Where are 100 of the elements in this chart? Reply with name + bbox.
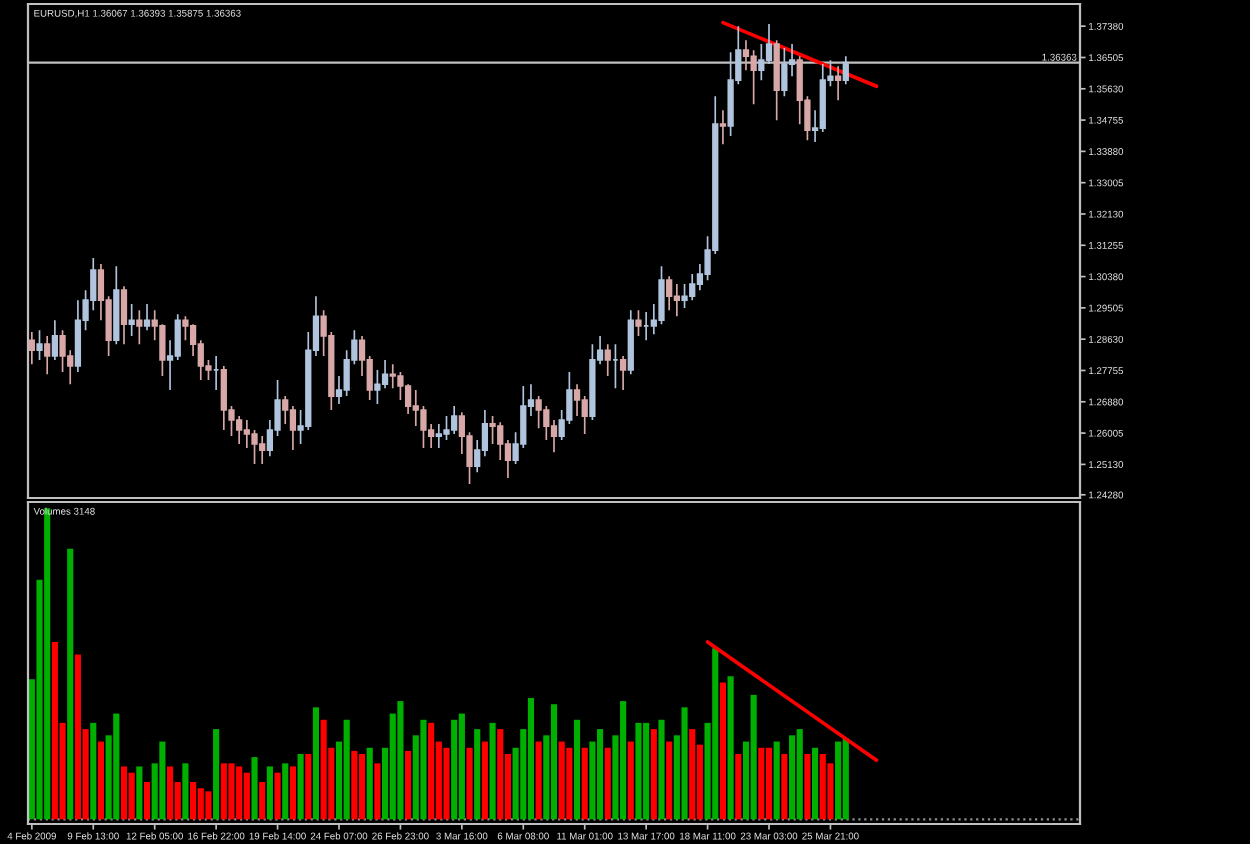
bar — [497, 729, 504, 820]
candlestick — [627, 309, 634, 376]
bar — [343, 719, 350, 820]
bar — [727, 676, 734, 820]
bar — [458, 713, 465, 820]
bar — [481, 741, 488, 820]
bar — [781, 754, 788, 820]
candlestick — [612, 343, 619, 390]
bar — [627, 741, 634, 820]
bar — [819, 754, 826, 820]
bar — [842, 738, 849, 820]
candlestick — [451, 405, 458, 435]
bar — [251, 757, 258, 820]
candlestick — [604, 343, 611, 377]
bar — [558, 741, 565, 820]
candlestick — [120, 285, 128, 346]
bar — [113, 713, 120, 820]
bar — [289, 766, 296, 820]
bar — [650, 729, 657, 820]
candlestick — [673, 283, 680, 318]
bar — [358, 754, 366, 820]
bar — [643, 722, 650, 820]
bar — [90, 722, 97, 820]
bar — [758, 747, 765, 820]
bar — [159, 741, 166, 820]
candlestick — [136, 309, 143, 346]
bar — [282, 763, 289, 820]
bar — [428, 722, 435, 820]
candlestick — [128, 303, 135, 337]
candlestick — [842, 55, 849, 85]
bar — [527, 698, 535, 820]
bar — [719, 682, 727, 820]
bar — [420, 719, 427, 820]
bar — [443, 747, 450, 820]
bar — [451, 719, 458, 820]
candlestick — [212, 355, 220, 391]
candlestick — [773, 39, 780, 122]
bar — [128, 772, 135, 820]
bar — [773, 741, 780, 820]
bar — [259, 782, 266, 820]
bar — [835, 741, 842, 820]
candlestick — [220, 365, 227, 431]
bar — [274, 772, 281, 820]
candlestick — [36, 329, 43, 361]
bar — [205, 791, 212, 820]
bar — [573, 719, 581, 820]
bar — [550, 704, 558, 820]
candlestick — [781, 47, 788, 98]
bar — [581, 747, 588, 820]
bar — [666, 741, 673, 820]
candlestick — [435, 423, 442, 449]
bar — [74, 654, 81, 820]
bar — [228, 763, 235, 820]
bar — [474, 729, 481, 820]
bar — [220, 763, 227, 820]
candlestick — [259, 435, 266, 465]
bar — [374, 763, 381, 820]
bar — [788, 735, 796, 820]
candlestick — [619, 355, 627, 391]
bar — [297, 754, 304, 820]
candlestick — [44, 335, 51, 376]
bar — [320, 719, 327, 820]
candlestick — [666, 275, 673, 312]
bar — [735, 754, 742, 820]
bar — [466, 747, 473, 820]
bar — [120, 766, 128, 820]
bar — [804, 754, 811, 820]
bar — [366, 747, 373, 820]
bar — [190, 782, 197, 820]
bar — [604, 747, 611, 820]
bar — [143, 782, 151, 820]
candlestick — [143, 303, 151, 332]
bar — [243, 772, 250, 820]
bar — [681, 707, 688, 820]
bar — [765, 747, 773, 820]
candlestick — [834, 65, 842, 102]
bar — [351, 750, 358, 820]
bar — [397, 701, 404, 820]
bar — [166, 766, 174, 820]
bar — [597, 729, 604, 820]
bar — [620, 701, 627, 820]
candlestick — [643, 311, 650, 342]
bar — [812, 747, 819, 820]
bar — [658, 719, 665, 820]
bar — [796, 729, 803, 820]
bar — [635, 722, 642, 820]
bar — [305, 754, 312, 820]
candlestick — [635, 309, 642, 337]
candlestick — [28, 331, 35, 366]
candlestick — [113, 265, 120, 346]
bar — [67, 548, 74, 820]
bar — [197, 788, 204, 820]
candlestick — [589, 343, 596, 421]
bar — [97, 741, 105, 820]
bar — [712, 648, 719, 820]
candlestick — [51, 319, 59, 361]
bar — [182, 763, 189, 820]
bar — [236, 766, 243, 820]
bar — [566, 747, 573, 820]
bar — [213, 729, 220, 820]
